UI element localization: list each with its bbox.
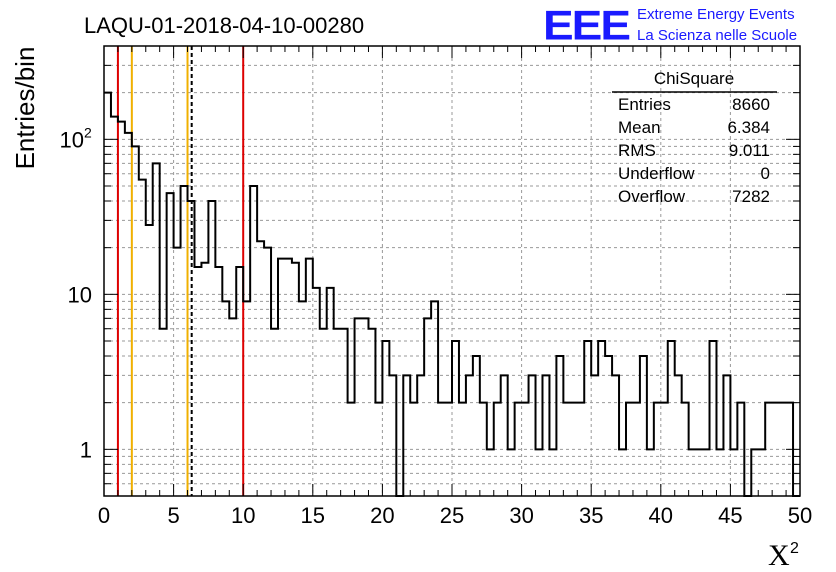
histogram-bin xyxy=(389,375,396,496)
stats-title: ChiSquare xyxy=(654,69,734,88)
y-tick-exponent: 2 xyxy=(84,124,92,140)
histogram-bin xyxy=(723,375,730,496)
histogram-bin xyxy=(598,341,605,496)
stats-row-label: Underflow xyxy=(618,164,695,183)
marker-lines xyxy=(116,46,245,496)
histogram-bin xyxy=(612,375,619,496)
eee-logo-text: EEE xyxy=(543,3,630,49)
x-tick-label: 50 xyxy=(788,503,812,528)
stats-row-value: 9.011 xyxy=(729,141,770,160)
histogram-bin xyxy=(529,375,536,496)
histogram-bin xyxy=(542,375,549,496)
y-tick-label: 10 xyxy=(68,282,92,307)
histogram-bin xyxy=(153,163,160,496)
histogram-bin xyxy=(424,318,431,496)
stats-box: ChiSquare Entries 8660 Mean 6.384 RMS 9.011 Un… xyxy=(612,69,777,206)
histogram-bin xyxy=(118,122,125,496)
y-axis-label: Entries/bin xyxy=(10,47,40,170)
histogram-bin xyxy=(146,225,153,496)
x-tick-label: 5 xyxy=(167,503,179,528)
histogram-bin xyxy=(160,329,167,496)
y-tick-label: 10 xyxy=(60,127,84,152)
y-tick-label: 1 xyxy=(80,437,92,462)
histogram-bin xyxy=(222,301,229,496)
stats-row-value: 7282 xyxy=(732,187,770,206)
histogram-bin xyxy=(341,329,348,496)
stats-row-label: Mean xyxy=(618,118,661,137)
x-tick-label: 20 xyxy=(370,503,394,528)
x-tick-label: 25 xyxy=(440,503,464,528)
stats-row-value: 8660 xyxy=(732,95,770,114)
chart-title: LAQU-01-2018-04-10-00280 xyxy=(84,13,364,38)
histogram-outline xyxy=(104,91,800,497)
histogram-bin xyxy=(452,341,459,496)
histogram-bin xyxy=(473,356,480,496)
x-axis-label-base: X xyxy=(768,539,790,572)
histogram-bin xyxy=(466,375,473,496)
histogram-bin xyxy=(125,133,132,496)
histogram-bin xyxy=(362,318,369,496)
histogram-bin xyxy=(368,329,375,496)
stats-row-label: Overflow xyxy=(618,187,686,206)
histogram-bin xyxy=(501,375,508,496)
stats-row-label: RMS xyxy=(618,141,656,160)
histogram-bin xyxy=(299,301,306,496)
histogram-bin xyxy=(417,375,424,496)
histogram-bin xyxy=(584,341,591,496)
histogram-bin xyxy=(243,301,250,496)
histogram-bin xyxy=(320,329,327,496)
x-tick-label: 30 xyxy=(509,503,533,528)
grid-lines xyxy=(104,46,800,496)
histogram-bin xyxy=(264,248,271,496)
histogram-bin xyxy=(271,329,278,496)
histogram-bin xyxy=(431,301,438,496)
eee-logo: EEE Extreme Energy Events La Scienza nel… xyxy=(543,3,797,49)
brand-line-1: Extreme Energy Events xyxy=(637,6,795,23)
histogram-bin xyxy=(292,263,299,496)
x-tick-label: 10 xyxy=(231,503,255,528)
histogram-bin xyxy=(710,341,717,496)
x-axis-label-superscript: 2 xyxy=(790,540,799,557)
axis-ticks xyxy=(103,45,801,497)
histogram-bin xyxy=(132,146,139,496)
histogram-bin xyxy=(139,180,146,496)
stats-row-value: 0 xyxy=(761,164,770,183)
x-tick-label: 35 xyxy=(579,503,603,528)
histogram-bin xyxy=(334,329,341,496)
x-tick-label: 0 xyxy=(98,503,110,528)
histogram-bin xyxy=(174,248,181,496)
histogram-bin xyxy=(403,375,410,496)
histogram-bin xyxy=(605,356,612,496)
histogram-bin xyxy=(167,193,174,496)
histogram-bin xyxy=(257,241,264,496)
histogram-bin xyxy=(201,263,208,496)
histogram-bin xyxy=(668,341,675,496)
x-tick-label: 15 xyxy=(301,503,325,528)
histogram-bin xyxy=(640,356,647,496)
stats-row-value: 6.384 xyxy=(727,118,770,137)
histogram-bin xyxy=(229,318,236,496)
histogram-bin xyxy=(208,201,215,496)
stats-row-label: Entries xyxy=(618,95,671,114)
x-tick-label: 40 xyxy=(649,503,673,528)
brand-line-2: La Scienza nelle Scuole xyxy=(637,27,797,44)
histogram-bin xyxy=(675,375,682,496)
histogram-bin xyxy=(556,356,563,496)
histogram-bin xyxy=(355,318,362,496)
x-tick-labels: 0 5 10 15 20 25 30 35 40 45 50 xyxy=(98,503,812,528)
x-axis-label: X 2 xyxy=(768,539,799,572)
x-tick-label: 45 xyxy=(718,503,742,528)
histogram-bin xyxy=(591,375,598,496)
histogram-bin xyxy=(382,341,389,496)
